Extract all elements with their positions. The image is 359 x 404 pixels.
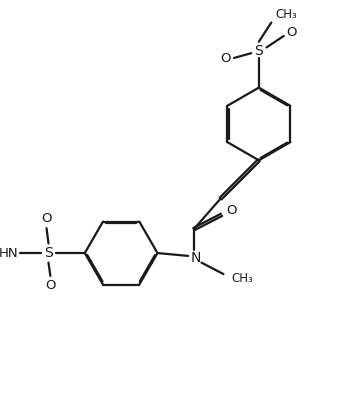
Text: S: S xyxy=(44,246,53,260)
Text: O: O xyxy=(226,204,236,217)
Text: HN: HN xyxy=(0,246,18,259)
Text: O: O xyxy=(286,25,297,39)
Text: S: S xyxy=(255,44,263,58)
Text: CH₃: CH₃ xyxy=(231,272,253,285)
Text: CH₃: CH₃ xyxy=(275,8,297,21)
Text: O: O xyxy=(41,212,52,225)
Text: O: O xyxy=(45,279,56,292)
Text: O: O xyxy=(220,53,230,65)
Text: N: N xyxy=(191,251,201,265)
